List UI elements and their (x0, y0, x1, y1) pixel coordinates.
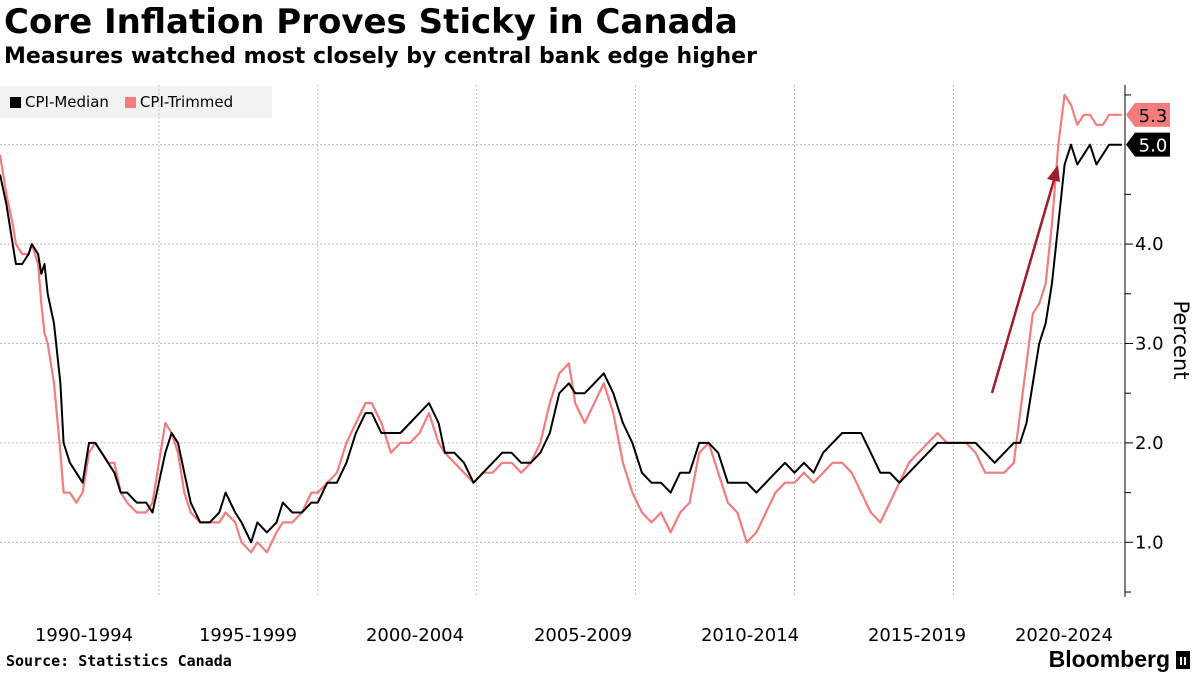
x-period-label-4: 2010-2014 (701, 625, 799, 646)
legend-label-trimmed: CPI-Trimmed (139, 93, 234, 111)
grid-layer (0, 85, 1125, 597)
series-layer (0, 93, 1122, 554)
legend-item-cpi-trimmed[interactable]: CPI-Trimmed (124, 93, 234, 111)
chart-subtitle: Measures watched most closely by central… (4, 44, 757, 69)
x-period-label-0: 1990-1994 (35, 625, 133, 646)
value-tag-cpi-median (1126, 132, 1170, 157)
chart-title: Core Inflation Proves Sticky in Canada (4, 2, 738, 42)
series-line-cpi-median (0, 143, 1122, 544)
value-tag-cpi-trimmed (1126, 102, 1170, 127)
x-period-label-2: 2000-2004 (366, 625, 464, 646)
y-axis-title: Percent (1169, 300, 1193, 379)
y-tick-label-4: 4.0 (1135, 234, 1164, 255)
annotation-arrow-shaft (990, 172, 1058, 394)
x-period-label-1: 1995-1999 (199, 625, 297, 646)
source-note: Source: Statistics Canada (6, 652, 232, 670)
terminal-icon (1176, 650, 1190, 669)
legend-swatch-trimmed (124, 96, 136, 108)
brand-name: Bloomberg (1048, 646, 1170, 672)
axis-layer: 1.0 2.0 3.0 4.0 1990-1994 1995-1999 2000-2004 2… (35, 85, 1170, 646)
x-period-label-3: 2005-2009 (534, 625, 632, 646)
value-tag-label-cpi-median: 5.0 (1139, 136, 1168, 157)
y-tick-label-1: 1.0 (1135, 532, 1164, 553)
legend-label-median: CPI-Median (25, 93, 109, 111)
brand-logo: Bloomberg (1049, 646, 1190, 673)
x-period-label-5: 2015-2019 (868, 625, 966, 646)
y-tick-label-3: 3.0 (1135, 333, 1164, 354)
annotation-arrow-head (1047, 165, 1060, 182)
legend-item-cpi-median[interactable]: CPI-Median (10, 93, 109, 111)
value-tag-label-cpi-trimmed: 5.3 (1139, 106, 1168, 127)
y-tick-label-2: 2.0 (1135, 433, 1164, 454)
series-line-cpi-trimmed (0, 93, 1122, 554)
x-period-label-6: 2020-2024 (1015, 625, 1113, 646)
legend: CPI-Median CPI-Trimmed (0, 86, 272, 118)
legend-swatch-median (10, 96, 21, 108)
